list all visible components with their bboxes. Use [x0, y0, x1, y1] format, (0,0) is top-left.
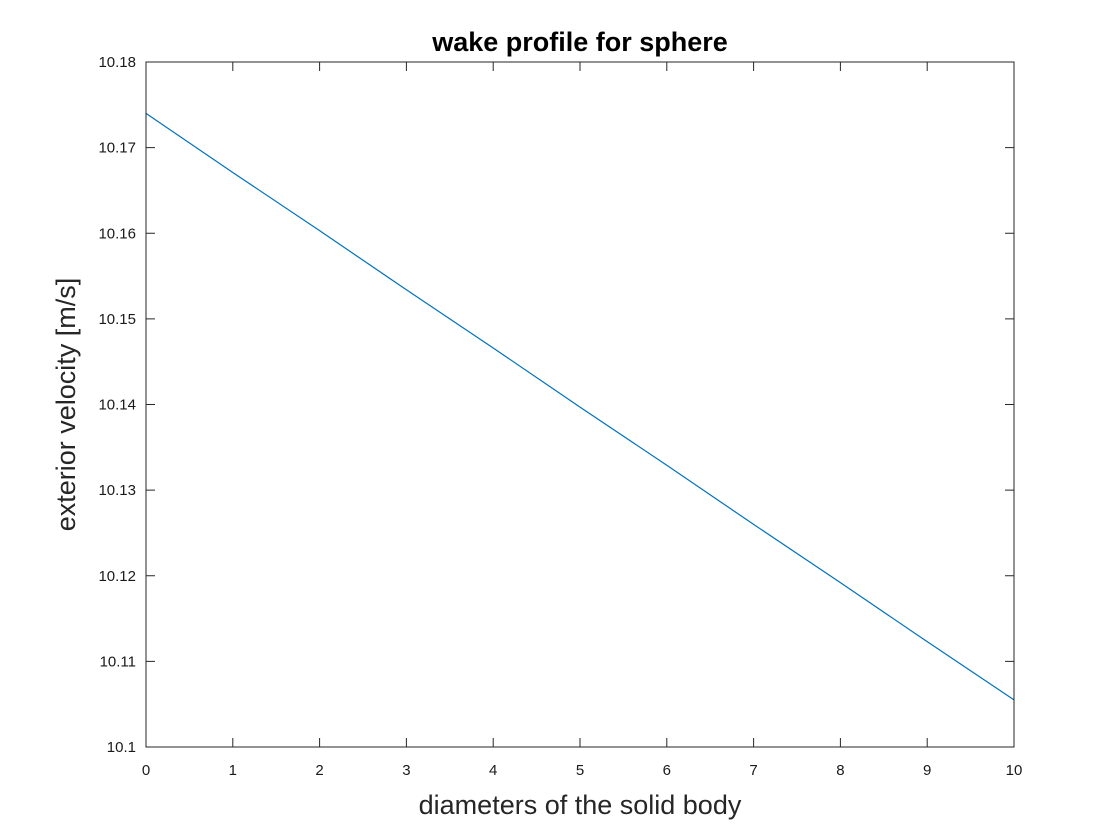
y-tick-label: 10.18	[98, 54, 136, 71]
x-tick-label: 9	[923, 762, 931, 779]
x-tick-label: 10	[1006, 762, 1023, 779]
y-axis: 10.1 10.11 10.12 10.13 10.14 10.15 10.16 10.17 1…	[98, 54, 1014, 756]
x-tick-label: 8	[836, 762, 844, 779]
y-tick-label: 10.14	[98, 397, 136, 414]
y-axis-label: exterior velocity [m/s]	[51, 278, 81, 532]
x-tick-label: 0	[142, 762, 150, 779]
x-tick-label: 2	[315, 762, 323, 779]
x-axis: 0 1 2 3 4 5 6 7 8 9 10	[142, 62, 1023, 779]
chart-title: wake profile for sphere	[431, 27, 728, 57]
x-tick-label: 1	[229, 762, 237, 779]
x-tick-label: 6	[663, 762, 671, 779]
y-tick-label: 10.16	[98, 225, 136, 242]
y-tick-label: 10.1	[107, 739, 136, 756]
series-line-0	[145, 112, 1015, 701]
x-tick-label: 7	[749, 762, 757, 779]
x-tick-label: 4	[489, 762, 497, 779]
x-axis-label: diameters of the solid body	[419, 790, 742, 820]
y-tick-label: 10.13	[98, 482, 136, 499]
x-tick-label: 3	[402, 762, 410, 779]
y-tick-label: 10.11	[100, 653, 136, 670]
y-tick-label: 10.15	[98, 311, 136, 328]
series-layer	[145, 112, 1015, 701]
x-tick-label: 5	[576, 762, 584, 779]
plot-area	[146, 62, 1014, 747]
y-tick-label: 10.12	[98, 568, 136, 585]
y-tick-label: 10.17	[98, 140, 136, 157]
